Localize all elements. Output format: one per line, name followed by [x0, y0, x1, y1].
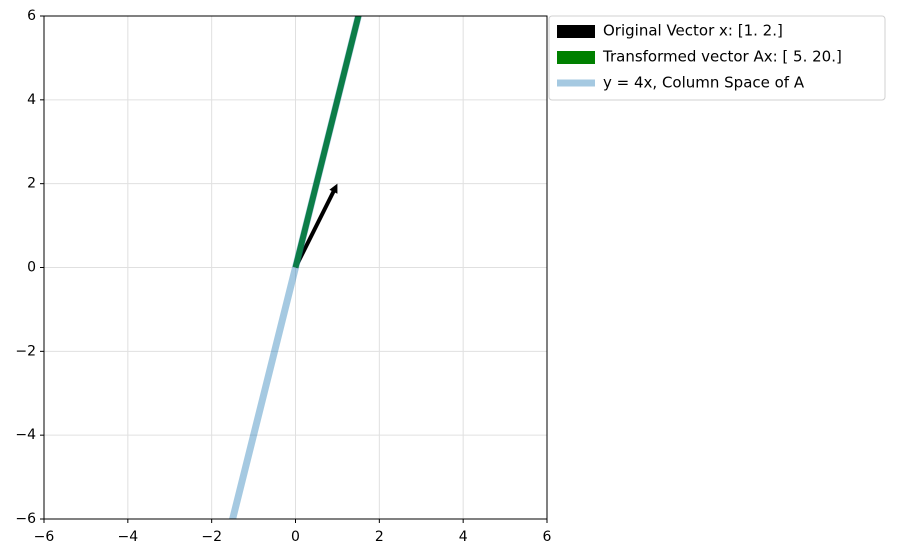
legend-label: Transformed vector Ax: [ 5. 20.]	[602, 48, 842, 66]
vector-arrow	[293, 183, 338, 269]
column-space-line	[229, 16, 362, 519]
legend: Original Vector x: [1. 2.] Transformed ve…	[548, 15, 886, 101]
vector-arrow	[292, 16, 362, 269]
x-tick-label: −4	[118, 529, 139, 545]
x-tick-label: −6	[34, 529, 55, 545]
legend-swatch	[557, 51, 595, 64]
y-tick-label: 2	[27, 176, 36, 192]
x-tick-label: 2	[375, 529, 384, 545]
x-tick-label: 6	[543, 529, 552, 545]
y-tick-label: −2	[15, 343, 36, 359]
legend-frame	[548, 15, 886, 101]
x-tick-label: 0	[291, 529, 300, 545]
y-tick-label: 6	[27, 8, 36, 24]
legend-label: y = 4x, Column Space of A	[603, 74, 805, 92]
y-tick-label: 0	[27, 260, 36, 276]
y-tick-label: −6	[15, 511, 36, 527]
x-tick-label: −2	[201, 529, 222, 545]
ticks: −6 −4 −2 0 2 4 6 −6 −4 −2 0 2 4 6	[15, 8, 551, 545]
y-tick-label: −4	[15, 427, 36, 443]
legend-swatch	[557, 25, 595, 38]
x-tick-label: 4	[459, 529, 468, 545]
y-tick-label: 4	[27, 92, 36, 108]
legend-label: Original Vector x: [1. 2.]	[603, 22, 783, 40]
plot-area	[229, 16, 362, 519]
